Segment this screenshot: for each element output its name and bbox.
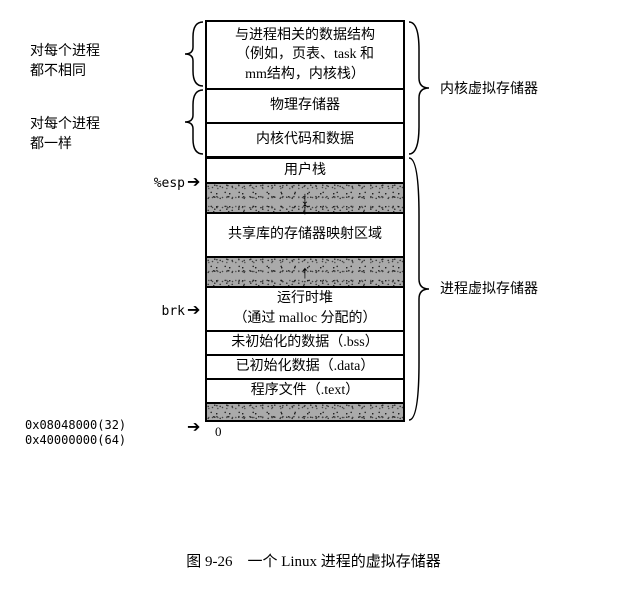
arrow-brk: ➔ xyxy=(187,303,200,319)
arrow-shlib-up: ↑ xyxy=(301,196,310,221)
brace-kernel-vm xyxy=(407,20,437,156)
label-addr32: 0x08048000(32) xyxy=(25,418,185,432)
label-kernel-vm: 内核虚拟存储器 xyxy=(440,80,538,100)
box-heap: 运行时堆 （通过 malloc 分配的） xyxy=(205,286,405,330)
brace-process-vm xyxy=(407,156,437,422)
arrow-addr: ➔ xyxy=(187,420,200,436)
box-bss: 未初始化的数据（.bss） xyxy=(205,330,405,354)
box-kernel-structs: 与进程相关的数据结构 （例如，页表、task 和 mm结构，内核栈） xyxy=(205,20,405,88)
figure-caption: 图 9-26 一个 Linux 进程的虚拟存储器 xyxy=(20,550,607,571)
box-phys-mem: 物理存储器 xyxy=(205,88,405,122)
arrow-heap-grow: ↑ xyxy=(301,260,310,285)
gap-bottom xyxy=(205,402,405,422)
box-text: 程序文件（.text） xyxy=(205,378,405,402)
memory-layout-diagram: 对每个进程 都不相同 对每个进程 都一样 %esp ➔ brk ➔ 0x0804… xyxy=(20,20,610,540)
label-process-vm: 进程虚拟存储器 xyxy=(440,280,538,300)
label-brk: brk xyxy=(140,303,185,319)
label-addr64: 0x40000000(64) xyxy=(25,433,185,447)
box-data: 已初始化数据（.data） xyxy=(205,354,405,378)
arrow-esp: ➔ xyxy=(187,175,200,191)
label-same-all: 对每个进程 都一样 xyxy=(30,115,100,154)
brace-same-all xyxy=(130,88,205,156)
box-shared-libs: ↑ 共享库的存储器映射区域 xyxy=(205,212,405,256)
brace-per-process xyxy=(130,20,205,88)
label-zero: 0 xyxy=(215,424,222,440)
box-user-stack: 用户栈 xyxy=(205,156,405,182)
memory-column: 与进程相关的数据结构 （例如，页表、task 和 mm结构，内核栈） 物理存储器… xyxy=(205,20,405,422)
box-kernel-code: 内核代码和数据 xyxy=(205,122,405,156)
label-esp: %esp xyxy=(140,175,185,191)
gap-heap: ↑ xyxy=(205,256,405,286)
label-per-process: 对每个进程 都不相同 xyxy=(30,42,100,81)
